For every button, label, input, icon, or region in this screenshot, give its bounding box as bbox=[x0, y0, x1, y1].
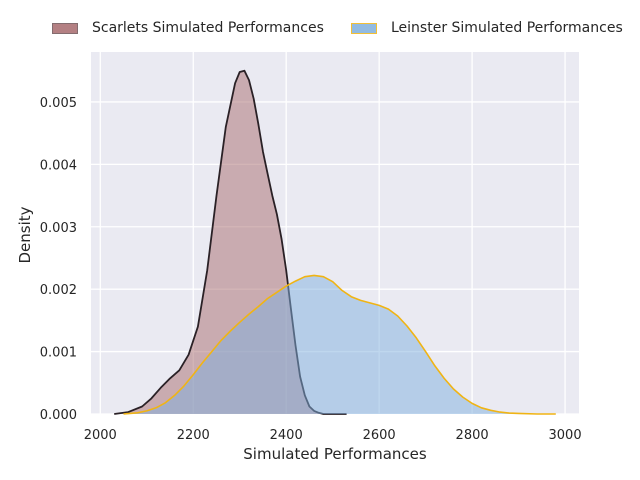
legend-item-leinster: Leinster Simulated Performances bbox=[351, 20, 623, 36]
y-tick-label: 0.001 bbox=[40, 346, 77, 361]
density-line-1 bbox=[123, 274, 556, 415]
x-tick-label: 2400 bbox=[270, 428, 303, 443]
y-tick-label: 0.004 bbox=[40, 158, 77, 173]
x-tick-label: 2200 bbox=[177, 428, 210, 443]
legend: Scarlets Simulated Performances Leinster… bbox=[0, 20, 640, 42]
legend-swatch-leinster bbox=[351, 22, 377, 34]
y-tick-label: 0.003 bbox=[40, 221, 77, 236]
x-tick-label: 2600 bbox=[363, 428, 396, 443]
x-axis-ticks: 2000 2200 2400 2600 2800 3000 bbox=[84, 428, 582, 443]
legend-swatch-scarlets bbox=[52, 22, 78, 34]
x-tick-label: 2000 bbox=[84, 428, 117, 443]
legend-item-scarlets: Scarlets Simulated Performances bbox=[52, 20, 324, 36]
series-group bbox=[114, 69, 556, 415]
x-tick-label: 2800 bbox=[456, 428, 489, 443]
y-tick-label: 0.002 bbox=[40, 283, 77, 298]
x-tick-label: 3000 bbox=[549, 428, 582, 443]
y-axis-ticks: 0.000 0.001 0.002 0.003 0.004 0.005 bbox=[40, 96, 77, 423]
legend-label-scarlets: Scarlets Simulated Performances bbox=[92, 20, 324, 36]
y-tick-label: 0.005 bbox=[40, 96, 77, 111]
legend-label-leinster: Leinster Simulated Performances bbox=[391, 20, 623, 36]
x-axis-label: Simulated Performances bbox=[243, 445, 427, 463]
y-tick-label: 0.000 bbox=[40, 408, 77, 423]
density-area-1 bbox=[123, 275, 556, 414]
y-axis-label: Density bbox=[16, 206, 34, 263]
